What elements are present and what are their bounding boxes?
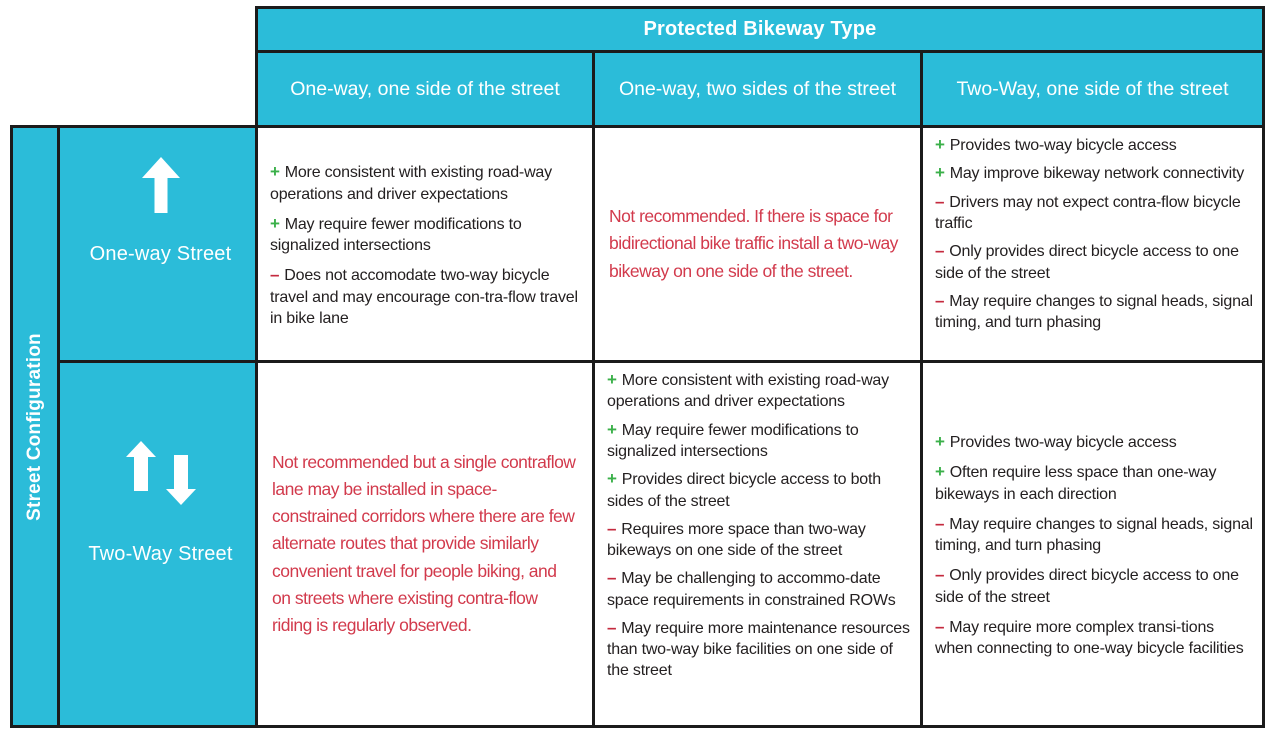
- pro-con-sign-icon: –: [935, 616, 945, 636]
- pro-con-item: – Requires more space than two-way bikewa…: [607, 518, 912, 562]
- cell-one-way-street-one-side: + More consistent with existing road-way …: [258, 128, 592, 360]
- cell-two-way-street-two-way: + Provides two-way bicycle access + Often …: [923, 363, 1262, 725]
- row-header-one-way-street: One-way Street: [60, 128, 261, 360]
- pro-con-sign-icon: –: [935, 290, 945, 310]
- pro-con-text: More consistent with existing road-way o…: [607, 372, 889, 411]
- pro-con-item: – May be challenging to accommo-date spac…: [607, 567, 912, 611]
- pro-con-text: More consistent with existing road-way o…: [270, 164, 552, 203]
- cell-one-way-street-two-way: + Provides two-way bicycle access + May im…: [923, 128, 1262, 360]
- pro-con-sign-icon: –: [270, 265, 280, 285]
- pro-con-sign-icon: +: [935, 462, 945, 482]
- cell-one-way-street-two-sides: Not recommended. If there is space for b…: [595, 128, 920, 360]
- pro-con-item: – Does not accomodate two-way bicycle tra…: [270, 264, 584, 329]
- pro-con-item: – Only provides direct bicycle access to …: [935, 240, 1254, 284]
- pro-con-sign-icon: –: [935, 241, 945, 261]
- pro-con-sign-icon: +: [607, 419, 617, 439]
- pro-con-item: + More consistent with existing road-way …: [607, 369, 912, 413]
- pro-con-sign-icon: +: [935, 135, 945, 154]
- pro-con-text: Provides two-way bicycle access: [949, 137, 1177, 154]
- table-grid: Protected Bikeway Type One-way, one side…: [255, 6, 1265, 728]
- pro-con-sign-icon: +: [607, 370, 617, 389]
- pro-con-text: Does not accomodate two-way bicycle trav…: [270, 267, 578, 327]
- pro-con-sign-icon: +: [607, 469, 617, 489]
- cell-two-way-street-two-sides: + More consistent with existing road-way …: [595, 363, 920, 725]
- pro-con-sign-icon: –: [935, 513, 945, 533]
- pro-con-text: May require fewer modifications to signa…: [270, 215, 522, 255]
- row-header-two-way-street: Two-Way Street: [60, 363, 261, 725]
- pro-con-item: + Provides two-way bicycle access: [935, 134, 1254, 156]
- up-arrow-icon: [141, 157, 180, 213]
- pro-con-item: + More consistent with existing road-way …: [270, 161, 584, 205]
- pro-con-item: – Drivers may not expect contra-flow bicy…: [935, 191, 1254, 235]
- column-header-one-way-two-sides: One-way, two sides of the street: [595, 53, 920, 125]
- not-recommended-note: Not recommended. If there is space for b…: [609, 206, 898, 281]
- pro-con-item: – May require more maintenance resources …: [607, 617, 912, 682]
- pro-con-sign-icon: –: [607, 617, 617, 637]
- pro-con-sign-icon: +: [270, 162, 280, 182]
- pro-con-text: Often require less space than one-way bi…: [935, 464, 1217, 503]
- street-configuration-block: Street Configuration One-way Street Two-…: [10, 125, 264, 728]
- pro-con-item: + May improve bikeway network connectivit…: [935, 162, 1254, 184]
- pro-con-text: Provides two-way bicycle access: [949, 433, 1177, 451]
- street-configuration-axis-label: Street Configuration: [24, 332, 46, 521]
- pro-con-sign-icon: –: [935, 565, 945, 585]
- pro-con-sign-icon: –: [607, 518, 617, 538]
- pro-con-text: Only provides direct bicycle access to o…: [935, 243, 1239, 282]
- pro-con-text: Only provides direct bicycle access to o…: [935, 567, 1239, 606]
- pro-con-item: – May require changes to signal heads, si…: [935, 513, 1254, 557]
- row-label: One-way Street: [89, 243, 232, 265]
- street-configuration-axis: Street Configuration: [13, 128, 57, 725]
- column-group-header: Protected Bikeway Type: [258, 9, 1262, 50]
- pro-con-text: Provides direct bicycle access to both s…: [607, 471, 881, 510]
- pro-con-item: – May require changes to signal heads, si…: [935, 290, 1254, 334]
- pro-con-text: May require more complex transi-tions wh…: [935, 618, 1244, 658]
- column-header-one-way-one-side: One-way, one side of the street: [258, 53, 592, 125]
- pro-con-item: – May require more complex transi-tions w…: [935, 616, 1254, 660]
- pro-con-text: May improve bikeway network connectivity: [949, 165, 1245, 183]
- row-label: Two-Way Street: [88, 543, 233, 565]
- not-recommended-note: Not recommended but a single contraflow …: [272, 452, 576, 635]
- pro-con-item: + May require fewer modifications to sign…: [607, 419, 912, 463]
- up-down-arrows-icon: [125, 441, 196, 505]
- pro-con-text: May require more maintenance resources t…: [607, 619, 910, 680]
- pro-con-sign-icon: –: [607, 568, 617, 588]
- pro-con-text: May require changes to signal heads, sig…: [935, 292, 1253, 332]
- pro-con-sign-icon: +: [935, 431, 945, 451]
- pro-con-text: Requires more space than two-way bikeway…: [607, 520, 866, 560]
- pro-con-text: Drivers may not expect contra-flow bicyc…: [935, 193, 1241, 233]
- pro-con-text: May be challenging to accommo-date space…: [607, 570, 896, 609]
- cell-two-way-street-one-side: Not recommended but a single contraflow …: [258, 363, 592, 725]
- pro-con-text: May require changes to signal heads, sig…: [935, 515, 1253, 555]
- pro-con-item: + Often require less space than one-way b…: [935, 461, 1254, 505]
- pro-con-item: – Only provides direct bicycle access to …: [935, 564, 1254, 608]
- pro-con-sign-icon: +: [270, 213, 280, 233]
- column-header-two-way-one-side: Two-Way, one side of the street: [923, 53, 1262, 125]
- pro-con-text: May require fewer modifications to signa…: [607, 421, 859, 460]
- pro-con-sign-icon: –: [935, 191, 945, 211]
- pro-con-item: + May require fewer modifications to sign…: [270, 213, 584, 257]
- pro-con-item: + Provides direct bicycle access to both …: [607, 468, 912, 512]
- pro-con-item: + Provides two-way bicycle access: [935, 431, 1254, 453]
- pro-con-sign-icon: +: [935, 163, 945, 183]
